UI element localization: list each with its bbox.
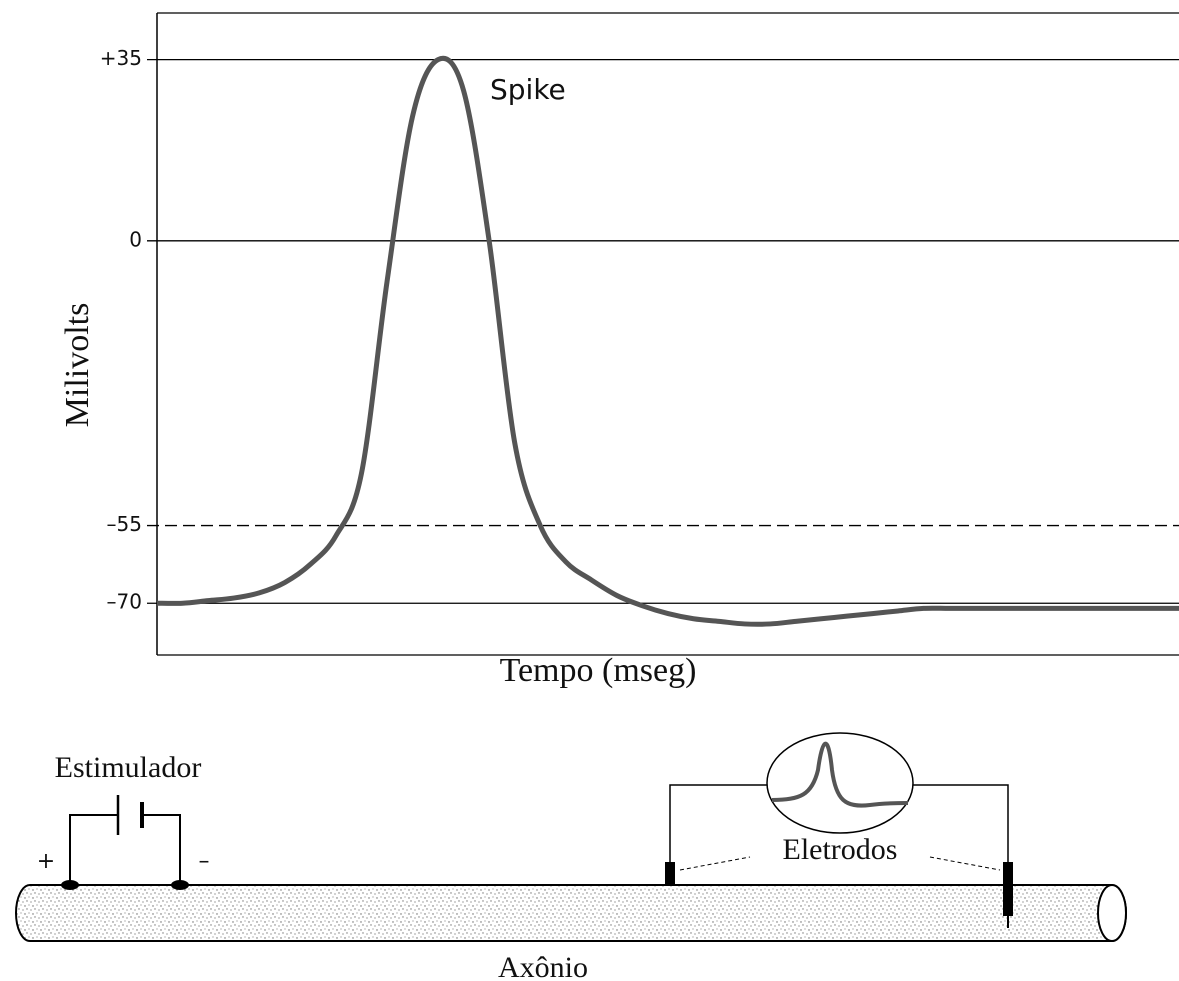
x-axis-label: Tempo (mseg) [500, 652, 697, 689]
wire [913, 784, 1009, 862]
wire [69, 814, 118, 884]
axon-end [1097, 884, 1127, 942]
pointer [679, 856, 751, 871]
y-tick-label: +35 [100, 46, 142, 70]
wire [669, 784, 767, 862]
electrodes-label: Eletrodos [783, 833, 898, 866]
wire [142, 814, 181, 884]
stimulator-contact [171, 880, 189, 890]
axon-setup: Estimulador + – Eletrodos Axônio [15, 732, 1127, 981]
plot: Milivolts Tempo (mseg) Spike +35 0 –55 –70 [59, 12, 1179, 689]
axon-label: Axônio [498, 951, 588, 981]
mini-spike [771, 741, 909, 808]
minus-sign: – [199, 849, 210, 874]
stimulator-contact [61, 880, 79, 890]
potential-curve [156, 55, 1179, 627]
electrode [1003, 862, 1013, 916]
oscilloscope [766, 732, 914, 834]
y-tick-label: –70 [107, 590, 142, 614]
stimulator-label: Estimulador [55, 751, 202, 784]
electrode [665, 862, 675, 886]
axon [15, 884, 1127, 942]
pointer [929, 856, 1001, 871]
y-axis-label: Milivolts [59, 303, 96, 428]
plus-sign: + [37, 849, 55, 874]
y-tick-label: 0 [129, 227, 142, 251]
spike-annotation: Spike [490, 73, 566, 106]
y-tick-label: –55 [107, 512, 142, 536]
